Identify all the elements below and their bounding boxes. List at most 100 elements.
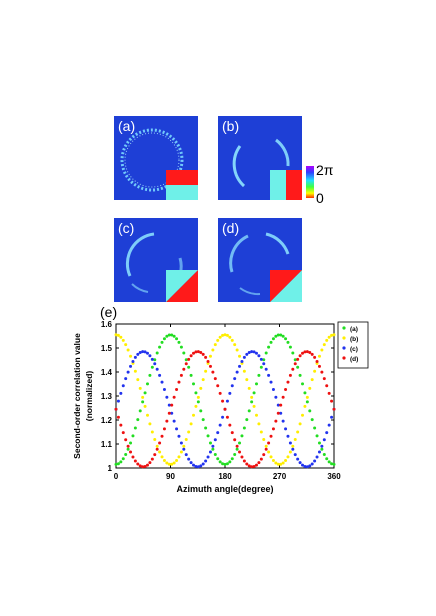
data-point [315,455,319,459]
data-point [213,453,217,457]
data-point [267,345,271,349]
data-point [129,450,133,454]
data-point [259,430,263,434]
data-point [211,370,215,374]
data-point [216,384,220,388]
data-point [153,437,157,441]
data-point [228,460,232,464]
data-point [233,438,237,442]
data-point [313,355,317,359]
data-point [218,335,222,339]
data-point [296,457,300,461]
data-point [121,338,125,342]
data-point [153,362,157,366]
data-point [194,464,198,468]
data-point [211,447,215,451]
data-point [308,386,312,390]
data-point [208,450,212,454]
data-point [317,441,321,445]
data-point [131,434,135,438]
data-point [213,343,217,347]
data-point [330,415,334,419]
data-point [165,461,169,465]
data-point [317,450,321,454]
data-point [322,377,326,381]
panel-a-image [120,128,198,200]
data-point [189,422,193,426]
legend-marker [342,346,346,350]
data-point [233,377,237,381]
data-point [153,358,157,362]
data-point [160,340,164,344]
data-point [281,395,285,399]
data-point [199,386,203,390]
data-point [301,382,305,386]
data-point [317,364,321,368]
data-point [194,391,198,395]
legend-label: (a) [350,326,358,333]
data-point [199,464,203,468]
data-point [288,441,292,445]
data-point [201,378,205,382]
data-point [223,462,227,466]
data-point [182,447,186,451]
data-point [133,355,137,359]
data-point [177,340,181,344]
panel-b-image [232,138,302,200]
data-point [269,340,273,344]
data-point [313,459,317,463]
data-point [155,447,159,451]
data-point [293,362,297,366]
data-point [267,373,271,377]
data-point [208,354,212,358]
data-point [230,431,234,435]
data-point [124,453,128,457]
data-point [322,438,326,442]
data-point [165,395,169,399]
data-point [238,441,242,445]
data-point [175,427,179,431]
data-point [129,354,133,358]
data-point [245,462,249,466]
data-point [245,418,249,422]
data-point [313,426,317,430]
data-point [245,352,249,356]
data-point [330,462,334,466]
data-point [126,348,130,352]
data-point [145,382,149,386]
data-point [179,373,183,377]
data-point [150,365,154,369]
legend-label: (c) [350,346,358,353]
data-point [267,441,271,445]
panel-b: (b) [218,116,302,200]
data-point [170,403,174,407]
data-point [136,378,140,382]
data-point [279,333,283,337]
data-point [172,419,176,423]
data-point [320,444,324,448]
data-point [301,463,305,467]
data-point [320,348,324,352]
data-point [327,335,331,339]
data-point [162,387,166,391]
data-point [235,370,239,374]
data-point [192,382,196,386]
data-point [233,343,237,347]
data-point [327,423,331,427]
data-point [131,359,135,363]
data-point [322,343,326,347]
data-point [162,427,166,431]
data-point [291,351,295,355]
data-point [192,463,196,467]
y-tick-label: 1.4 [101,368,113,377]
data-point [136,352,140,356]
data-point [257,373,261,377]
data-point [167,333,171,337]
data-point [281,419,285,423]
x-tick-label: 180 [218,472,232,481]
data-point [143,404,147,408]
data-point [264,351,268,355]
data-point [279,462,283,466]
data-point [119,423,123,427]
panel-b-label: (b) [222,118,240,134]
